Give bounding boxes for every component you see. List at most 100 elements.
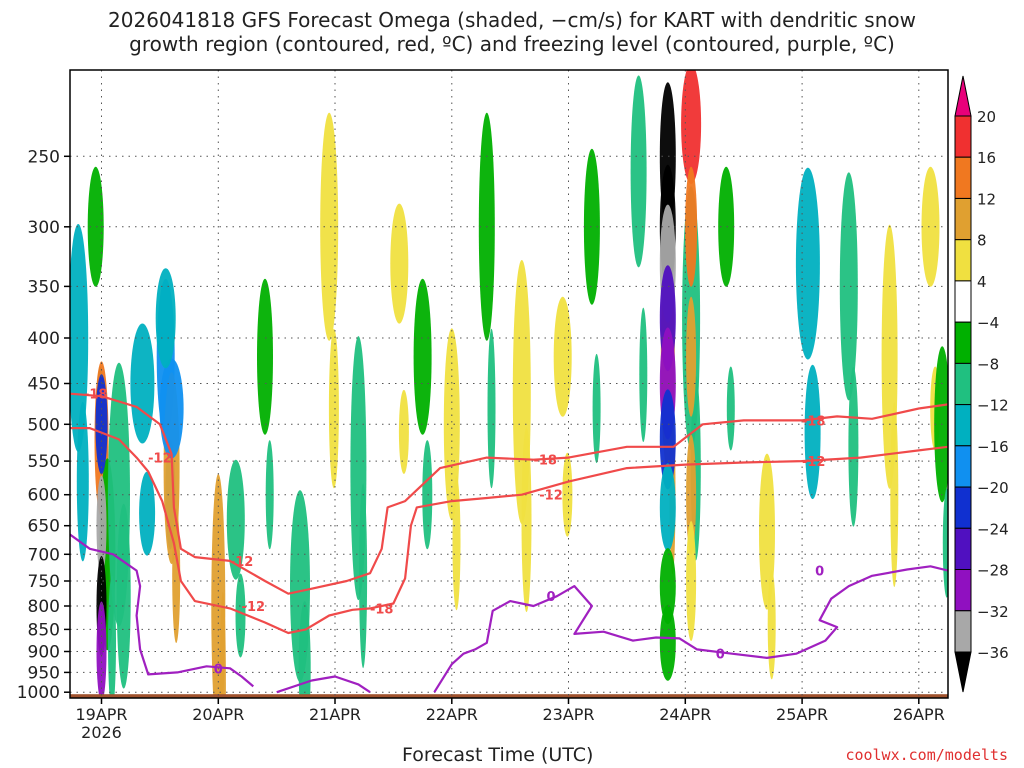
- colorbar-label: 20: [977, 108, 996, 126]
- freezing-level-contour: [276, 675, 371, 694]
- grid-lines: [70, 70, 948, 698]
- contour-label: -18: [370, 602, 394, 617]
- omega-cell: [116, 503, 131, 689]
- omega-cell: [639, 307, 648, 442]
- x-axis: 19APR 20APR 21APR 22APR 23APR 24APR 25APR 26APR…: [75, 698, 945, 742]
- colorbar: 20 16 12 8 4 −4 −8 −12 −16 −20 −24 −28 −32 −36: [954, 75, 1009, 693]
- contour-label: 0: [716, 648, 725, 663]
- contour-label: -12: [802, 455, 826, 470]
- omega-cell: [390, 203, 409, 324]
- y-tick-label: 800: [28, 597, 60, 617]
- omega-cell: [630, 75, 647, 268]
- dsgz-minus18-contour: [70, 392, 948, 595]
- dsgz-minus12-contour: [70, 427, 948, 635]
- omega-cell: [759, 453, 775, 610]
- contour-label: -12: [230, 555, 254, 570]
- omega-cell: [583, 148, 600, 305]
- colorbar-label: −16: [977, 438, 1009, 456]
- credit-link[interactable]: coolwx.com/modelts: [845, 746, 1008, 764]
- omega-cell: [443, 328, 460, 521]
- omega-cell: [76, 401, 89, 562]
- colorbar-swatch: [954, 239, 972, 282]
- colorbar-swatch: [954, 610, 972, 653]
- omega-cell: [487, 328, 496, 489]
- y-tick-label: 500: [28, 415, 60, 435]
- x-tick-label: 25APR: [776, 705, 828, 724]
- omega-cell: [921, 166, 940, 287]
- colorbar-label: −24: [977, 520, 1009, 538]
- omega-cell: [767, 570, 776, 680]
- freezing-level-contour: [433, 565, 948, 693]
- colorbar-label: −32: [977, 603, 1009, 621]
- contour-label: -12: [539, 489, 563, 504]
- contour-label: 0: [815, 565, 824, 580]
- omega-cell: [890, 402, 899, 588]
- omega-cell: [686, 521, 697, 641]
- x-tick-label: 20APR: [192, 705, 244, 724]
- contour-label: -12: [242, 600, 266, 615]
- contour-label: 0: [546, 590, 555, 605]
- omega-cell: [87, 166, 104, 287]
- omega-cell: [726, 366, 735, 451]
- colorbar-label: 4: [977, 273, 987, 291]
- x-year-label: 2026: [81, 723, 122, 742]
- colorbar-label: −36: [977, 644, 1009, 662]
- colorbar-swatch: [954, 404, 972, 447]
- y-tick-label: 900: [28, 643, 60, 663]
- y-tick-label: 600: [28, 486, 60, 506]
- y-axis: 250 300 350 400 450 500 550 600 650 700 750 800 850 9…: [17, 147, 70, 703]
- colorbar-label: −12: [977, 397, 1009, 415]
- colorbar-swatch: [954, 569, 972, 612]
- omega-cell: [452, 475, 461, 611]
- omega-cell: [659, 463, 676, 552]
- x-tick-label: 24APR: [659, 705, 711, 724]
- y-tick-label: 450: [28, 375, 60, 395]
- y-tick-label: 250: [28, 147, 60, 167]
- omega-cell: [592, 353, 601, 464]
- colorbar-swatch: [954, 156, 972, 199]
- colorbar-swatch: [954, 321, 972, 364]
- omega-cell: [718, 166, 735, 287]
- x-tick-label: 22APR: [426, 705, 478, 724]
- omega-cell: [219, 592, 226, 698]
- omega-cell: [659, 548, 676, 625]
- y-tick-label: 300: [28, 218, 60, 238]
- omega-cell: [839, 172, 858, 401]
- omega-cell: [804, 364, 821, 500]
- chart-title-line1: 2026041818 GFS Forecast Omega (shaded, −…: [108, 8, 916, 32]
- colorbar-label: −4: [977, 314, 999, 332]
- contour-label: -18: [533, 454, 557, 469]
- omega-cell: [139, 471, 156, 556]
- colorbar-label: 16: [977, 149, 996, 167]
- omega-cell: [320, 112, 339, 341]
- colorbar-swatch: [954, 198, 972, 241]
- omega-cell: [553, 296, 572, 417]
- y-tick-label: 950: [28, 663, 60, 683]
- omega-cell: [686, 296, 697, 417]
- omega-cell: [257, 278, 273, 435]
- colorbar-swatch: [954, 362, 972, 406]
- contour-label: -12: [148, 452, 172, 467]
- omega-cell: [95, 374, 108, 475]
- omega-cell: [413, 278, 432, 435]
- y-tick-label: 400: [28, 329, 60, 349]
- omega-cell: [848, 367, 859, 527]
- contours: -18 -12 -12 -18 -12 -18 -12 -18 -12 0 0 0 0: [70, 388, 948, 694]
- x-tick-label: 21APR: [309, 705, 361, 724]
- y-tick-label: 850: [28, 620, 60, 640]
- colorbar-label: −20: [977, 479, 1009, 497]
- omega-cell: [659, 604, 676, 681]
- omega-cell: [795, 167, 820, 360]
- y-tick-label: 650: [28, 517, 60, 537]
- colorbar-bottom-arrow: [954, 651, 972, 693]
- omega-cell: [200, 367, 211, 527]
- omega-cell: [521, 427, 532, 613]
- omega-cell: [942, 488, 948, 598]
- colorbar-top-arrow: [954, 75, 972, 117]
- omega-cell: [159, 358, 184, 459]
- y-tick-label: 550: [28, 452, 60, 472]
- ground-layer: [70, 694, 948, 698]
- y-tick-label: 700: [28, 545, 60, 565]
- contour-label: -18: [84, 388, 108, 403]
